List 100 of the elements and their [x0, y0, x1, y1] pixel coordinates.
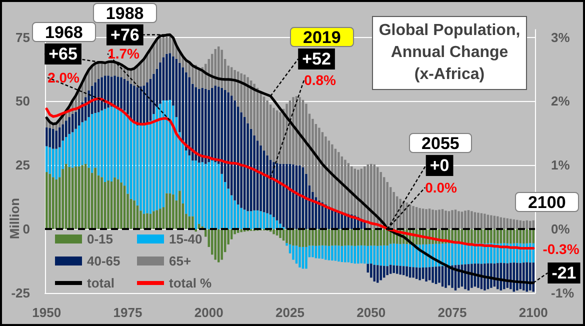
bar: [493, 229, 496, 244]
bar: [460, 212, 464, 230]
bar: [360, 229, 362, 246]
bar: [218, 229, 220, 262]
bar: [52, 128, 54, 149]
bar: [399, 198, 402, 230]
data-label: 1.7%: [108, 46, 140, 62]
bar: [350, 166, 353, 214]
bar: [432, 266, 434, 283]
bar: [218, 164, 220, 230]
bar: [166, 54, 168, 100]
bar: [496, 229, 499, 244]
bar: [305, 229, 308, 247]
bar: [490, 229, 492, 244]
bar: [71, 168, 74, 230]
data-label: +65: [48, 44, 78, 64]
bar: [334, 245, 337, 261]
bar: [412, 206, 414, 230]
bar: [116, 76, 120, 108]
bar: [380, 246, 382, 266]
bar: [286, 229, 288, 244]
bar: [392, 244, 395, 266]
bar: [140, 86, 142, 126]
bar: [46, 146, 48, 172]
bar: [90, 114, 94, 173]
bar: [344, 160, 346, 213]
bar: [354, 246, 356, 264]
bar: [444, 210, 447, 230]
y2-tick-label: 3%: [551, 30, 570, 45]
bar: [100, 177, 103, 230]
x-tick-label: 2100: [518, 305, 548, 320]
bar: [52, 148, 54, 178]
bar: [441, 266, 444, 287]
bar: [364, 246, 366, 264]
x-tick-label: 2000: [194, 305, 224, 320]
bar: [140, 126, 142, 211]
bar: [412, 244, 414, 268]
bar: [295, 246, 298, 264]
bar: [399, 266, 402, 275]
bar: [71, 114, 74, 132]
bar: [74, 128, 77, 166]
bar: [120, 77, 122, 109]
bar: [64, 164, 68, 230]
data-label: 0.8%: [304, 72, 337, 88]
bar: [298, 229, 301, 247]
bar: [496, 216, 499, 230]
bar: [312, 229, 314, 246]
bar: [166, 193, 168, 230]
bar: [444, 244, 447, 266]
data-label: 0.0%: [425, 179, 458, 196]
bar: [107, 180, 110, 230]
bar: [64, 120, 68, 138]
bar: [408, 244, 412, 267]
bar: [114, 76, 116, 106]
bar: [272, 108, 275, 162]
bar: [516, 229, 518, 244]
bar: [338, 152, 340, 212]
bar: [302, 246, 304, 269]
bar: [470, 211, 473, 230]
bar: [114, 177, 116, 230]
annotation: 1968: [32, 22, 96, 42]
bar: [286, 164, 288, 230]
y-axis-title: Million: [6, 197, 22, 239]
bar: [253, 210, 256, 230]
bar: [318, 200, 320, 230]
bar: [104, 108, 106, 182]
bar: [152, 211, 155, 230]
bar: [250, 211, 252, 230]
bar: [406, 202, 408, 230]
bar: [295, 229, 298, 246]
bar: [110, 106, 113, 182]
bar: [484, 214, 486, 230]
bar: [194, 160, 197, 230]
bar: [133, 200, 136, 230]
bar: [328, 229, 330, 246]
bar: [292, 246, 294, 260]
bar: [477, 212, 480, 230]
bar: [240, 229, 242, 232]
bar: [366, 246, 369, 264]
bar: [328, 246, 330, 260]
bar: [344, 246, 346, 262]
bar: [318, 229, 320, 246]
bar: [425, 209, 428, 230]
bar: [74, 112, 77, 129]
bar: [338, 229, 340, 246]
bar: [399, 244, 402, 266]
bar: [272, 229, 275, 234]
data-label: +0: [430, 156, 450, 175]
bar: [55, 130, 58, 149]
x-tick-label: 1975: [113, 305, 142, 320]
bar: [386, 246, 388, 266]
x-tick-label: 2075: [438, 305, 467, 320]
bar: [240, 208, 242, 230]
bar: [84, 120, 87, 164]
bar: [389, 244, 392, 265]
bar: [477, 229, 480, 244]
bar: [331, 246, 334, 261]
legend-label: 15-40: [169, 232, 202, 246]
y-tick-label: 50: [16, 94, 30, 109]
bar: [246, 211, 249, 230]
